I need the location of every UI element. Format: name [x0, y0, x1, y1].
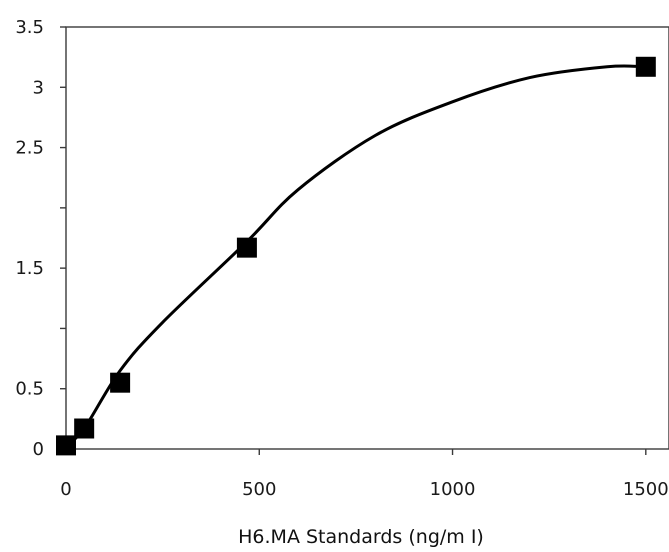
data-point [110, 372, 131, 393]
y-tick-label: 3.5 [15, 17, 44, 38]
x-tick-label: 1000 [430, 479, 476, 500]
y-tick-label: 2.5 [15, 138, 44, 159]
x-tick-label: 500 [242, 479, 276, 500]
data-point [635, 56, 656, 77]
x-tick-label: 1500 [623, 479, 669, 500]
y-tick-label: 3 [33, 77, 44, 98]
x-axis-title: H6.MA Standards (ng/m I) [238, 526, 484, 548]
y-tick-label: 1.5 [15, 258, 44, 279]
y-tick-label: 0.5 [15, 379, 44, 400]
x-tick-label: 0 [60, 479, 71, 500]
plot-area [65, 26, 669, 450]
x-axis: 0 500 1000 1500 [60, 449, 669, 500]
y-tick-label: 0 [33, 439, 44, 460]
data-point [74, 418, 95, 439]
data-point [56, 435, 76, 456]
data-markers [56, 56, 656, 456]
data-point [236, 237, 257, 258]
y-axis: 0 0.5 1.5 2.5 3 3.5 [15, 17, 66, 460]
